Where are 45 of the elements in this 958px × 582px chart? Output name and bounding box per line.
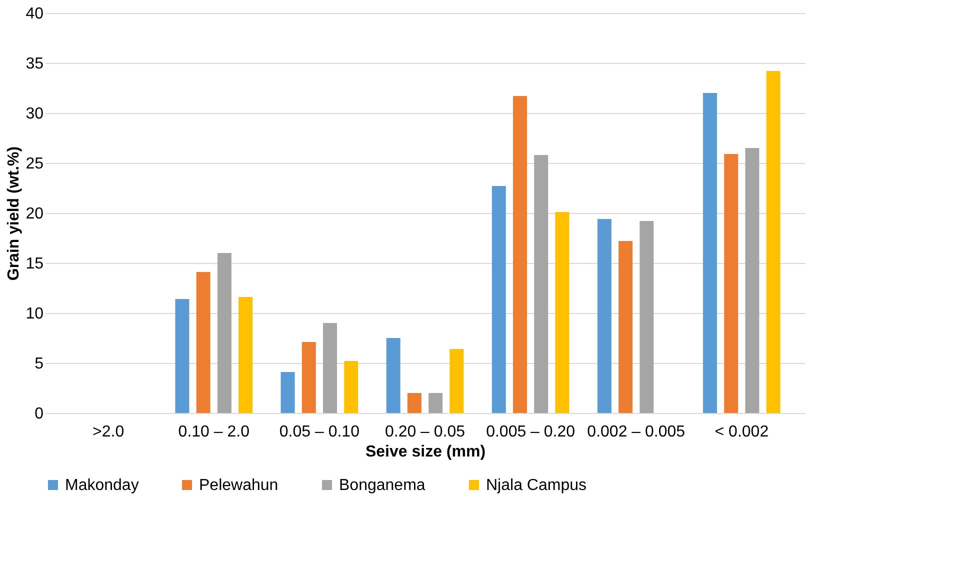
- bar: [386, 338, 400, 413]
- bar: [302, 342, 316, 413]
- x-tick-label: < 0.002: [714, 424, 769, 440]
- x-tick-label: 0.002 – 0.005: [587, 424, 686, 440]
- y-tick-label: 5: [34, 356, 44, 372]
- bar: [238, 297, 253, 413]
- y-tick-label: 30: [26, 106, 44, 122]
- bar: [217, 253, 232, 413]
- bar: [618, 241, 633, 413]
- bar: [555, 212, 570, 413]
- bar: [344, 361, 358, 413]
- bar: [323, 323, 337, 413]
- bar: [703, 93, 717, 413]
- x-axis-title: Seive size (mm): [365, 444, 486, 460]
- x-tick-label: 0.05 – 0.10: [279, 424, 360, 440]
- legend-label: Bonganema: [339, 477, 426, 494]
- y-tick-label: 40: [26, 6, 44, 22]
- bar: [597, 219, 612, 413]
- bar: [196, 272, 210, 413]
- legend-label: Njala Campus: [486, 477, 586, 494]
- bar: [428, 393, 443, 413]
- bar: [745, 148, 760, 413]
- y-axis-title: Grain yield (wt.%): [6, 146, 23, 281]
- bar: [640, 221, 654, 413]
- bar: [766, 71, 780, 413]
- bar: [175, 299, 190, 413]
- x-tick-label: >2.0: [92, 424, 124, 440]
- legend-label: Makonday: [65, 477, 139, 494]
- y-tick-label: 35: [26, 56, 44, 72]
- bar: [450, 349, 464, 413]
- y-tick-label: 20: [26, 206, 44, 222]
- x-tick-label: 0.005 – 0.20: [486, 424, 576, 440]
- x-tick-label: 0.20 – 0.05: [384, 424, 466, 440]
- bar: [492, 186, 506, 413]
- bar: [280, 372, 295, 413]
- legend-label: Pelewahun: [199, 477, 278, 494]
- y-tick-label: 25: [26, 156, 44, 172]
- bar: [407, 393, 422, 413]
- x-tick-label: 0.10 – 2.0: [178, 424, 250, 440]
- y-tick-label: 0: [34, 406, 44, 422]
- y-tick-label: 15: [26, 256, 44, 272]
- bar: [534, 155, 548, 413]
- y-tick-label: 10: [26, 306, 44, 322]
- bar: [724, 154, 738, 413]
- bar: [513, 96, 527, 413]
